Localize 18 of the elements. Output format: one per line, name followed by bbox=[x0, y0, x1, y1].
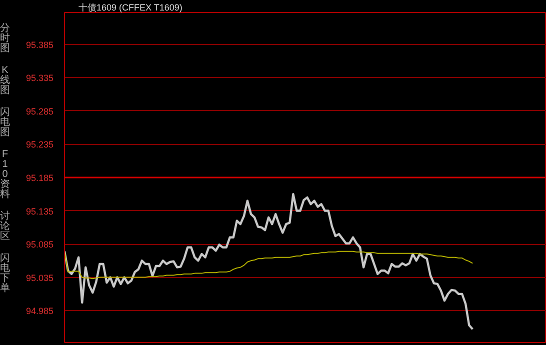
y-tick-label: 95.235 bbox=[26, 140, 54, 150]
y-tick-label: 95.385 bbox=[26, 40, 54, 50]
y-tick-label: 94.985 bbox=[26, 306, 54, 316]
chart-title: 十债1609 (CFFEX T1609) bbox=[78, 2, 182, 12]
line-series bbox=[64, 193, 474, 330]
y-tick-label: 95.285 bbox=[26, 106, 54, 116]
line-series bbox=[64, 250, 474, 280]
text: K线图 bbox=[0, 65, 10, 96]
text: 分时图 bbox=[0, 23, 10, 54]
y-tick-label: 95.135 bbox=[26, 206, 54, 216]
text: 闪电下单 bbox=[0, 253, 10, 294]
y-tick-label: 95.335 bbox=[26, 73, 54, 84]
text: 讨论区 bbox=[0, 211, 10, 242]
y-tick-label: 95.085 bbox=[26, 240, 54, 250]
text: 闪电图 bbox=[0, 107, 10, 138]
y-tick-label: 95.185 bbox=[26, 173, 54, 183]
y-tick-label: 95.035 bbox=[26, 272, 54, 283]
text: F10资料 bbox=[0, 149, 10, 200]
